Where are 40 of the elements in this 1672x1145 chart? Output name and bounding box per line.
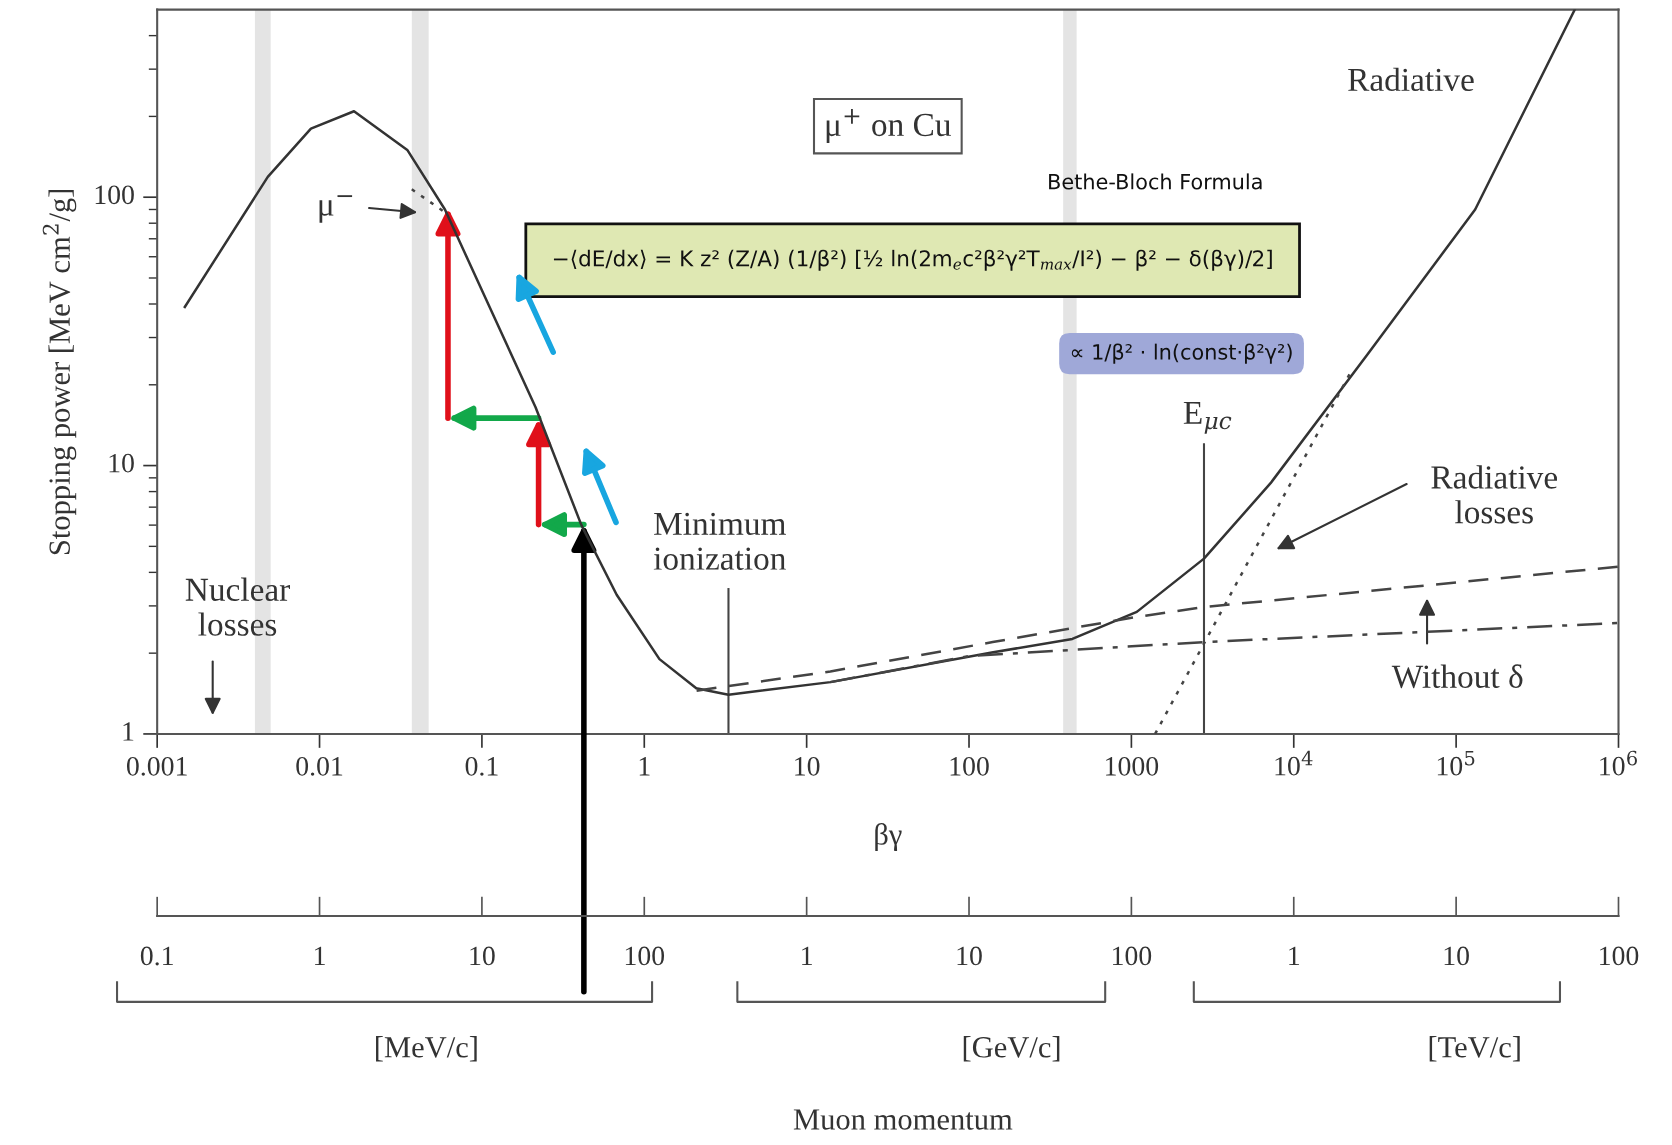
annotation: Radiative losses	[1431, 465, 1557, 524]
text: Muon momentum	[793, 1109, 1013, 1130]
x-tick-label: 0.001	[126, 756, 187, 776]
y-axis-title: Stopping power [MeV cm$^{2}$/g]	[42, 189, 77, 555]
x-tick-label: 10	[795, 756, 820, 776]
text: [MeV/c]	[376, 1036, 477, 1062]
text: 10	[470, 946, 495, 966]
y-tick-label: 1	[123, 722, 134, 741]
text: 10	[957, 946, 982, 966]
y-tick-label: 100	[95, 185, 134, 205]
x-tick-label: 0.01	[296, 756, 343, 776]
annotation: μ$^{−}$	[319, 195, 353, 223]
annotation: −⟨dE/dx⟩ = K z² (Z/A) (1/β²) [½ ln(2m$_{e}$c²β²γ²T$_{max}$/I²) − β² − δ(βγ)/2]	[553, 249, 1272, 271]
text: 1	[315, 946, 325, 966]
x-tick-label: 10$^{4}$	[1275, 750, 1313, 776]
x-tick-label: 1000	[1106, 756, 1159, 776]
x-tick-label: 10$^{6}$	[1600, 750, 1637, 776]
text: [GeV/c]	[963, 1036, 1060, 1062]
x-axis-title: βγ	[875, 823, 902, 852]
y-tick-label: 10	[109, 453, 134, 473]
text: 1	[802, 946, 812, 966]
x-tick-label: 0.1	[465, 756, 498, 776]
text: 0.1	[140, 946, 173, 966]
annotation: Without δ	[1391, 664, 1523, 689]
ref-line-label: Minimum ionization	[653, 512, 786, 570]
annotation: Radiative	[1348, 67, 1474, 92]
text: 100	[1600, 946, 1639, 966]
annotation: Bethe-Bloch Formula	[1049, 173, 1262, 190]
text: 1	[1289, 946, 1300, 966]
x-tick-label: 10$^{5}$	[1437, 751, 1475, 776]
ref-line-label: E$_{μc}$	[1183, 401, 1232, 434]
text: 100	[1113, 946, 1152, 966]
text: [TeV/c]	[1429, 1036, 1520, 1062]
text: 10	[1444, 946, 1469, 966]
text: 100	[625, 946, 665, 966]
annotation: ∝ 1/β² · ln(const·β²γ²)	[1071, 343, 1292, 364]
x-tick-label: 100	[950, 756, 989, 776]
annotation: Nuclear losses	[185, 577, 290, 636]
annotation: μ$^{+}$ on Cu	[826, 109, 951, 143]
x-tick-label: 1	[639, 757, 650, 776]
